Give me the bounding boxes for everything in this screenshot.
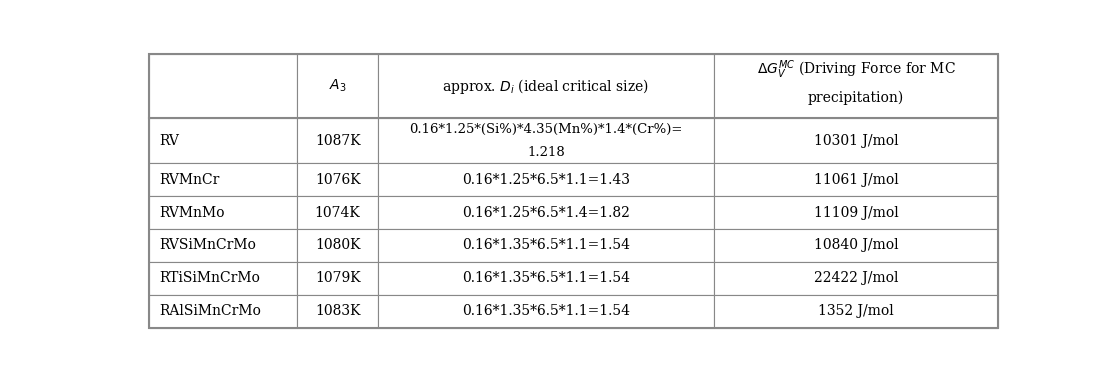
- Text: 22422 J/mol: 22422 J/mol: [814, 271, 899, 285]
- Text: approx. $D_i$ (ideal critical size): approx. $D_i$ (ideal critical size): [442, 77, 649, 96]
- Text: 1074K: 1074K: [314, 206, 360, 220]
- Bar: [149, 163, 298, 196]
- Text: 1080K: 1080K: [314, 239, 360, 253]
- Text: 10301 J/mol: 10301 J/mol: [814, 134, 899, 148]
- Bar: [378, 295, 714, 328]
- Text: 0.16*1.25*(Si%)*4.35(Mn%)*1.4*(Cr%)=: 0.16*1.25*(Si%)*4.35(Mn%)*1.4*(Cr%)=: [410, 122, 683, 136]
- Bar: [149, 54, 298, 118]
- Bar: [714, 295, 998, 328]
- Bar: [714, 118, 998, 163]
- Text: 1352 J/mol: 1352 J/mol: [818, 304, 894, 318]
- Text: 0.16*1.35*6.5*1.1=1.54: 0.16*1.35*6.5*1.1=1.54: [462, 304, 630, 318]
- Bar: [714, 262, 998, 295]
- Bar: [298, 229, 378, 262]
- Text: $\Delta G_V^{MC}$ (Driving Force for MC: $\Delta G_V^{MC}$ (Driving Force for MC: [756, 59, 956, 81]
- Text: 0.16*1.25*6.5*1.4=1.82: 0.16*1.25*6.5*1.4=1.82: [462, 206, 630, 220]
- Bar: [714, 196, 998, 229]
- Bar: [298, 118, 378, 163]
- Bar: [149, 196, 298, 229]
- Bar: [298, 262, 378, 295]
- Text: 1079K: 1079K: [314, 271, 360, 285]
- Text: 1076K: 1076K: [314, 173, 360, 187]
- Bar: [378, 262, 714, 295]
- Bar: [378, 229, 714, 262]
- Bar: [378, 118, 714, 163]
- Text: 11109 J/mol: 11109 J/mol: [814, 206, 899, 220]
- Bar: [149, 229, 298, 262]
- Bar: [149, 295, 298, 328]
- Text: RTiSiMnCrMo: RTiSiMnCrMo: [159, 271, 260, 285]
- Bar: [714, 54, 998, 118]
- Bar: [714, 229, 998, 262]
- Bar: [298, 54, 378, 118]
- Bar: [149, 262, 298, 295]
- Text: RVMnCr: RVMnCr: [159, 173, 219, 187]
- Text: RVSiMnCrMo: RVSiMnCrMo: [159, 239, 256, 253]
- Text: 1087K: 1087K: [314, 134, 360, 148]
- Bar: [298, 196, 378, 229]
- Text: 10840 J/mol: 10840 J/mol: [814, 239, 899, 253]
- Bar: [298, 295, 378, 328]
- Text: 0.16*1.35*6.5*1.1=1.54: 0.16*1.35*6.5*1.1=1.54: [462, 271, 630, 285]
- Text: 0.16*1.35*6.5*1.1=1.54: 0.16*1.35*6.5*1.1=1.54: [462, 239, 630, 253]
- Bar: [378, 196, 714, 229]
- Text: 1.218: 1.218: [527, 146, 565, 159]
- Text: 11061 J/mol: 11061 J/mol: [814, 173, 899, 187]
- Text: 0.16*1.25*6.5*1.1=1.43: 0.16*1.25*6.5*1.1=1.43: [462, 173, 630, 187]
- Text: RVMnMo: RVMnMo: [159, 206, 225, 220]
- Bar: [378, 163, 714, 196]
- Text: RAlSiMnCrMo: RAlSiMnCrMo: [159, 304, 261, 318]
- Text: $A_3$: $A_3$: [329, 78, 347, 94]
- Bar: [149, 118, 298, 163]
- Text: 1083K: 1083K: [314, 304, 360, 318]
- Bar: [298, 163, 378, 196]
- Text: precipitation): precipitation): [808, 91, 904, 105]
- Text: RV: RV: [159, 134, 179, 148]
- Bar: [714, 163, 998, 196]
- Bar: [378, 54, 714, 118]
